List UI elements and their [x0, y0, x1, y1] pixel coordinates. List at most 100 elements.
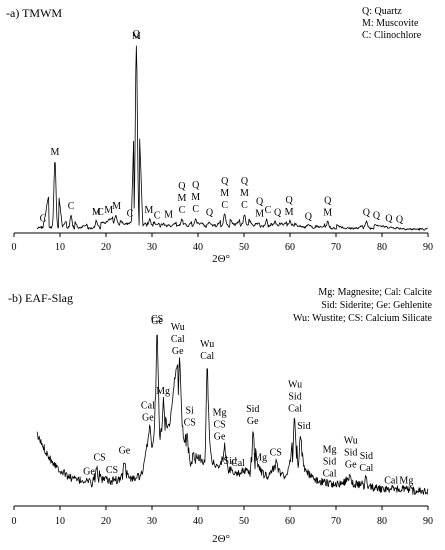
peak-label: C: [241, 200, 248, 211]
peak-label: Ge: [214, 432, 226, 443]
peak-label: Q: [192, 180, 200, 191]
peak-label: Sid: [288, 392, 301, 403]
peak-label: Q: [373, 211, 381, 222]
peak-label: Wu: [344, 436, 358, 447]
peak-label: Wu: [171, 322, 185, 333]
peak-label: C: [127, 209, 134, 220]
peak-label: M: [112, 201, 121, 212]
x-tick-label: 70: [331, 242, 341, 253]
peak-label: Cal: [141, 400, 155, 411]
peak-label: Cal: [171, 334, 185, 345]
x-tick-label: 60: [285, 242, 295, 253]
peak-label: Q: [363, 208, 371, 219]
peak-label: Sid: [246, 404, 259, 415]
peak-label: Cal: [384, 475, 398, 486]
x-tick-label: 40: [193, 516, 203, 527]
diffraction-trace: [36, 334, 429, 495]
legend-entry: M: Muscovite: [362, 18, 419, 29]
peak-label: M: [220, 188, 229, 199]
peak-label: Sid: [297, 421, 310, 432]
peak-label: Ge: [83, 467, 95, 478]
panel-b: -b) EAF-Slag Mg: Magnesite; Cal: Calcite S…: [8, 287, 433, 545]
x-axis-label: 2Θ°: [212, 253, 230, 265]
peak-label: M: [177, 193, 186, 204]
x-tick-label: 20: [101, 242, 111, 253]
peak-label: M: [255, 208, 264, 219]
peak-label: Si: [186, 406, 195, 417]
peak-label: C: [68, 201, 75, 212]
peak-label: Q: [178, 181, 186, 192]
peak-label: CS: [214, 420, 226, 431]
peak-label: C: [192, 204, 199, 215]
x-tick-label: 40: [193, 242, 203, 253]
peak-label: Mg: [323, 444, 337, 455]
legend-entry: Mg: Magnesite; Cal: Calcite: [318, 287, 432, 298]
peak-label: Ge: [119, 446, 131, 457]
peak-label: Mg: [213, 408, 227, 419]
peak-label: M: [50, 147, 59, 158]
peak-label: Sid: [344, 448, 357, 459]
peak-label: Sid: [224, 456, 237, 467]
x-tick-label: 0: [12, 242, 17, 253]
peak-label: Ge: [345, 460, 357, 471]
peak-label: Mg: [156, 386, 170, 397]
peak-label: Q: [324, 196, 332, 207]
peak-label: Ge: [247, 416, 259, 427]
legend-entry: Q: Quartz: [362, 6, 402, 17]
legend-entry: Wu: Wustite; CS: Calcium Silicate: [293, 313, 433, 324]
x-tick-label: 10: [55, 516, 65, 527]
peak-label: Wu: [288, 380, 302, 391]
peak-label: M: [285, 207, 294, 218]
peak-label: C: [265, 205, 272, 216]
legend-entry: C: Clinochlore: [362, 30, 422, 41]
peak-label: Sid: [323, 456, 336, 467]
peak-label: C: [221, 200, 228, 211]
peak-label: Cal: [200, 351, 214, 362]
x-axis-label: 2Θ°: [212, 533, 230, 545]
peak-label: Cal: [288, 404, 302, 415]
peak-label: CS: [184, 418, 196, 429]
peak-label: M: [164, 210, 173, 221]
peak-label: Cal: [323, 468, 337, 479]
peak-label: Ge: [151, 316, 163, 327]
x-tick-label: 30: [147, 242, 157, 253]
peak-label: Wu: [200, 339, 214, 350]
x-tick-label: 70: [331, 516, 341, 527]
peak-label: Ge: [142, 412, 154, 423]
peak-label: M: [104, 205, 113, 216]
panel-title: -b) EAF-Slag: [8, 291, 73, 305]
peak-label: M: [92, 207, 101, 218]
peak-label: Mg: [253, 453, 267, 464]
peak-label: Cal: [231, 458, 245, 469]
peak-label: M: [144, 205, 153, 216]
peak-label: C: [179, 205, 186, 216]
x-tick-label: 90: [423, 516, 433, 527]
peak-label: M: [323, 208, 332, 219]
peak-label: Cal: [359, 463, 373, 474]
peak-label: Q: [396, 214, 404, 225]
peak-label: Sid: [360, 451, 373, 462]
peak-label: M: [240, 188, 249, 199]
peak-label: Q: [206, 208, 214, 219]
peak-label: C: [97, 207, 104, 218]
legend-entry: Sid: Siderite; Ge: Gehlenite: [321, 300, 432, 311]
panel-title: -a) TMWM: [6, 6, 62, 20]
x-tick-label: 80: [377, 516, 387, 527]
peak-label: Mg: [399, 475, 413, 486]
peak-label: M: [132, 31, 141, 42]
peak-label: C: [154, 211, 161, 222]
peak-label: Q: [285, 195, 293, 206]
x-tick-label: 80: [377, 242, 387, 253]
peak-label: M: [191, 192, 200, 203]
peak-label: Q: [305, 211, 313, 222]
peak-label: Q: [133, 29, 141, 40]
peak-label: C: [40, 213, 47, 224]
x-tick-label: 30: [147, 516, 157, 527]
peak-label: Q: [241, 176, 249, 187]
x-tick-label: 20: [101, 516, 111, 527]
peak-label: Q: [221, 176, 229, 187]
x-tick-label: 50: [239, 242, 249, 253]
peak-label: CS: [106, 465, 118, 476]
